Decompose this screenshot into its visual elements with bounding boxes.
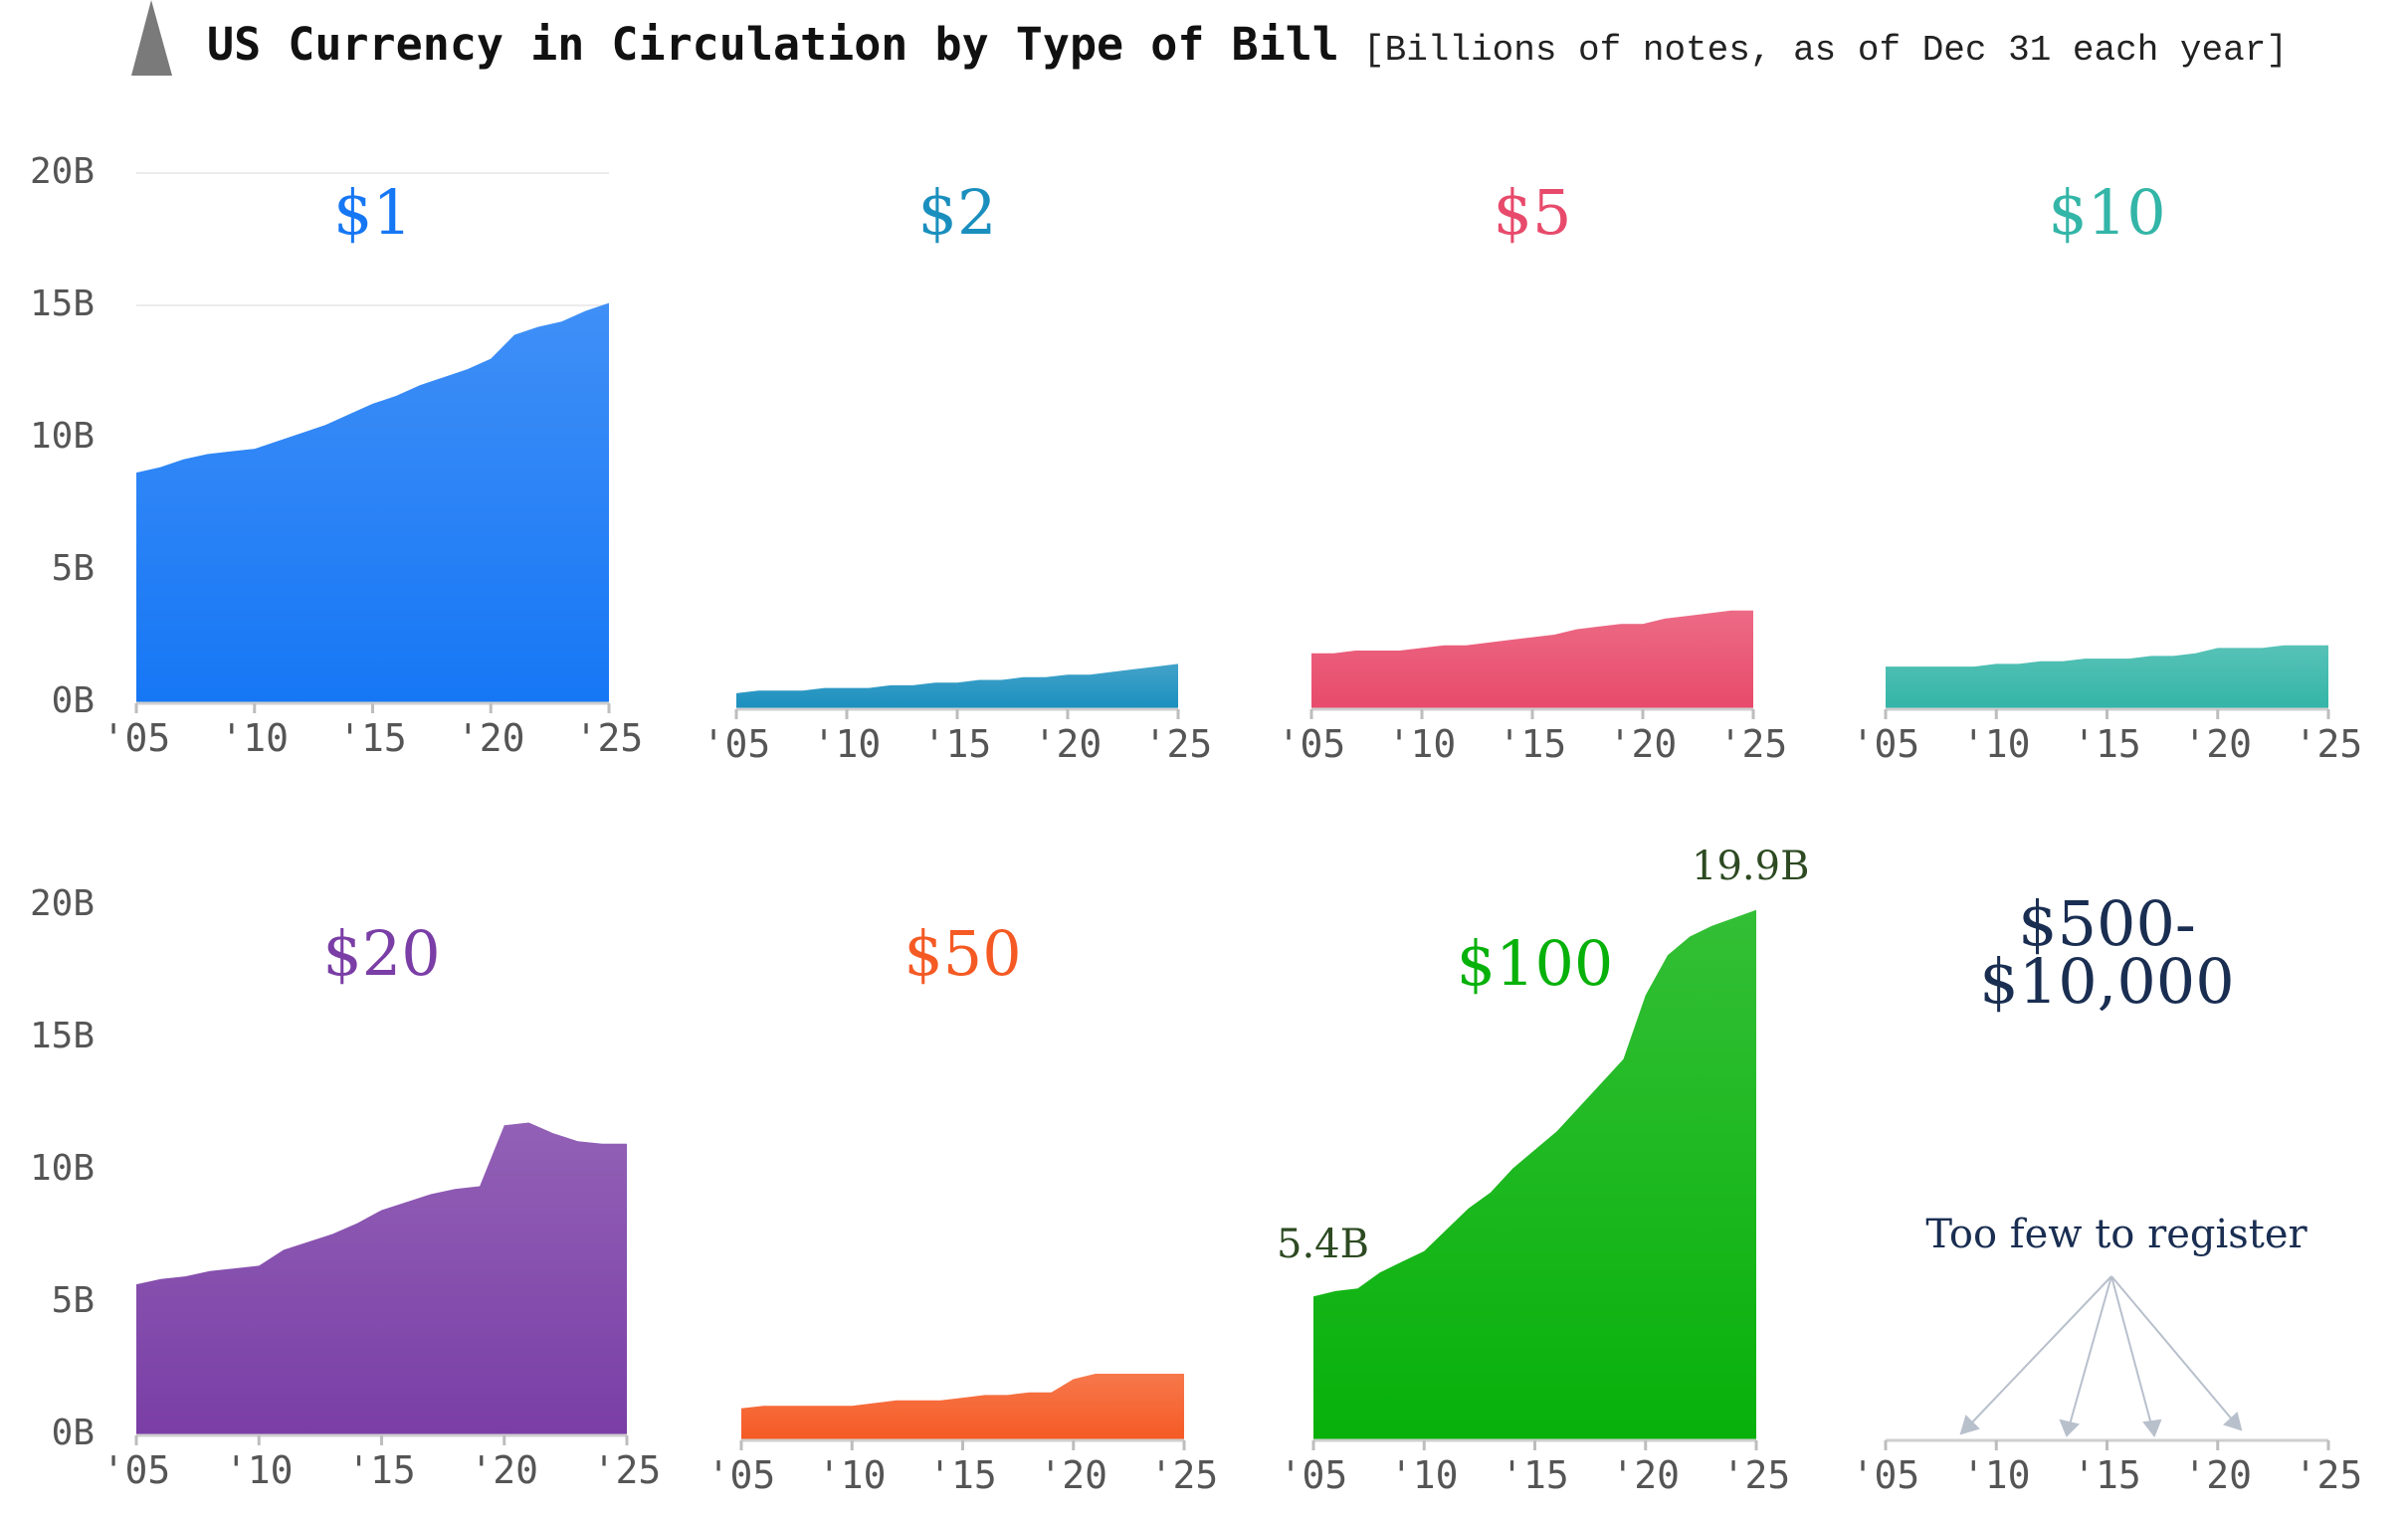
- arrow-line: [2110, 1275, 2234, 1421]
- x-tick-label: '15: [1499, 722, 1567, 766]
- x-tick-label: '10: [813, 722, 882, 766]
- x-tick-label: '05: [702, 722, 771, 766]
- panel-title: $500-$10,000: [1979, 887, 2234, 1018]
- x-tick-label: '05: [1278, 722, 1346, 766]
- x-tick-label: '15: [923, 722, 992, 766]
- area-highlight: [136, 1122, 627, 1435]
- x-tick-label: '20: [1039, 1453, 1107, 1497]
- x-tick-label: '20: [457, 716, 525, 760]
- y-tick-label: 20B: [30, 151, 95, 192]
- x-tick-label: '20: [1034, 722, 1103, 766]
- x-tick-label: '20: [1611, 1453, 1680, 1497]
- panel-5: '05 '10 '15 '20 '25 $5: [1278, 176, 1788, 766]
- arrow-head-icon: [2223, 1412, 2243, 1431]
- y-tick-label: 0B: [52, 680, 95, 721]
- too-few-note: Too few to register: [1925, 1212, 2308, 1257]
- y-tick-label: 15B: [30, 284, 95, 324]
- x-tick-label: '10: [1962, 722, 2031, 766]
- x-tick-label: '25: [1144, 722, 1213, 766]
- x-tick-label: '10: [225, 1448, 294, 1492]
- panel-50: '05 '10 '15 '20 '25 $50: [707, 917, 1219, 1497]
- x-tick-label: '05: [707, 1453, 776, 1497]
- x-tick-label: '10: [818, 1453, 887, 1497]
- chart-header: US Currency in Circulation by Type of Bi…: [131, 0, 2288, 76]
- y-tick-label: 5B: [52, 1280, 95, 1321]
- x-tick-label: '05: [102, 1448, 171, 1492]
- panel-title: $5: [1494, 176, 1572, 249]
- annotation-end-100: 19.9B: [1692, 844, 1809, 889]
- panel-title: $20: [322, 917, 440, 990]
- y-tick-label: 10B: [30, 416, 95, 457]
- y-tick-label: 15B: [30, 1016, 95, 1056]
- x-tick-label: '15: [2073, 722, 2141, 766]
- area-highlight: [741, 1374, 1184, 1440]
- y-axis-row-2: 20B 15B 10B 5B 0B: [30, 883, 95, 1453]
- arrow-head-icon: [1959, 1415, 1980, 1435]
- x-tick-label: '05: [102, 716, 171, 760]
- y-tick-label: 10B: [30, 1148, 95, 1189]
- y-tick-label: 5B: [52, 548, 95, 589]
- x-tick-label: '10: [220, 716, 289, 760]
- x-tick-label: '25: [593, 1448, 662, 1492]
- x-tick-label: '05: [1280, 1453, 1348, 1497]
- x-tick-label: '15: [928, 1453, 997, 1497]
- y-axis-row-1: 20B 15B 10B 5B 0B: [30, 151, 95, 721]
- panel-20: '05 '10 '15 '20 '25 $20: [102, 917, 662, 1492]
- panel-title: $100: [1457, 927, 1614, 1000]
- panels: '05 '10 '15 '20 '25 $1 '05 '10 '15 '20 '25 $2 '05 '10…: [102, 176, 2363, 1497]
- panel-2: '05 '10 '15 '20 '25 $2: [702, 176, 1213, 766]
- area-highlight: [1311, 610, 1753, 709]
- x-tick-label: '10: [1390, 1453, 1459, 1497]
- panel-title: $10: [2048, 176, 2165, 249]
- x-tick-label: '20: [470, 1448, 538, 1492]
- x-tick-label: '20: [2183, 722, 2252, 766]
- area-highlight: [1886, 645, 2328, 709]
- annotations: 5.4B 19.9B Too few to register: [1277, 844, 2308, 1267]
- logo-icon: [131, 0, 172, 76]
- panel-1: '05 '10 '15 '20 '25 $1: [102, 176, 644, 760]
- x-tick-label: '25: [1150, 1453, 1219, 1497]
- x-tick-label: '05: [1852, 722, 1920, 766]
- x-tick-label: '25: [1719, 722, 1788, 766]
- panel-title: $50: [903, 917, 1021, 990]
- annotation-start-100: 5.4B: [1277, 1222, 1369, 1267]
- x-tick-label: '25: [575, 716, 644, 760]
- x-tick-label: '15: [1501, 1453, 1569, 1497]
- x-tick-label: '15: [2073, 1453, 2141, 1497]
- arrow-head-icon: [2142, 1419, 2162, 1438]
- panel-100: '05 '10 '15 '20 '25 $100: [1280, 909, 1791, 1497]
- x-tick-label: '20: [2183, 1453, 2252, 1497]
- x-tick-label: '25: [2295, 722, 2363, 766]
- gridlines: [136, 172, 609, 306]
- chart-subtitle: [Billions of notes, as of Dec 31 each ye…: [1363, 30, 2288, 71]
- panel-500-10-000: '05 '10 '15 '20 '25 $500-$10,000: [1852, 887, 2363, 1497]
- arrow-line: [2110, 1275, 2152, 1425]
- x-tick-label: '10: [1388, 722, 1457, 766]
- note-arrows: [1959, 1275, 2243, 1438]
- area-highlight: [736, 663, 1178, 709]
- arrow-line: [1969, 1275, 2112, 1425]
- x-tick-label: '25: [1722, 1453, 1791, 1497]
- panel-title: $2: [918, 176, 997, 249]
- y-tick-label: 20B: [30, 883, 95, 924]
- x-tick-label: '20: [1609, 722, 1678, 766]
- x-tick-label: '25: [2295, 1453, 2363, 1497]
- y-tick-label: 0B: [52, 1413, 95, 1453]
- area-highlight: [136, 302, 609, 703]
- arrow-head-icon: [2059, 1419, 2080, 1437]
- chart-title: US Currency in Circulation by Type of Bi…: [207, 18, 1339, 71]
- x-tick-label: '10: [1962, 1453, 2031, 1497]
- x-tick-label: '05: [1852, 1453, 1920, 1497]
- panel-10: '05 '10 '15 '20 '25 $10: [1852, 176, 2363, 766]
- panel-title: $1: [333, 176, 412, 249]
- arrow-line: [2069, 1275, 2112, 1425]
- x-tick-label: '15: [338, 716, 407, 760]
- area-highlight: [1313, 909, 1756, 1440]
- x-tick-label: '15: [347, 1448, 416, 1492]
